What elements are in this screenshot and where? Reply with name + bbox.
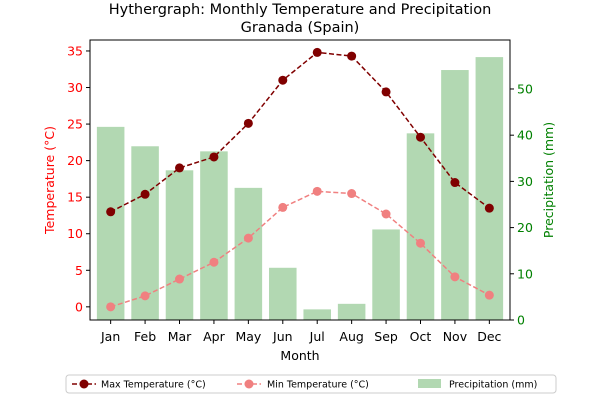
min-temp-point-jan	[106, 302, 116, 312]
precipitation-bars	[96, 57, 504, 321]
left-tick-label: 15	[67, 190, 83, 205]
chart-title-line2: Granada (Spain)	[241, 20, 360, 36]
left-tick-label: 25	[67, 117, 83, 132]
max-temp-point-may	[243, 118, 253, 128]
right-tick-label: 20	[517, 220, 533, 235]
min-temp-point-jun	[278, 202, 288, 212]
legend-precip-label: Precipitation (mm)	[449, 380, 537, 391]
right-tick-label: 10	[517, 266, 533, 281]
left-tick-label: 35	[67, 43, 83, 58]
x-tick-label-jul: Jul	[309, 329, 325, 344]
x-tick-label-jun: Jun	[272, 329, 293, 344]
right-tick-label: 0	[517, 313, 525, 328]
min-temp-point-apr	[209, 257, 219, 267]
min-temp-point-jul	[312, 186, 322, 196]
left-tick-label: 0	[75, 299, 83, 314]
x-tick-label-may: May	[235, 329, 261, 344]
left-axis-label: Temperature (°C)	[42, 126, 57, 235]
x-tick-label-feb: Feb	[134, 329, 156, 344]
min-temp-point-feb	[140, 291, 150, 301]
right-tick-label: 30	[517, 174, 533, 189]
right-axis: 0 10 20 30 40 50	[510, 81, 533, 328]
legend-min-label: Min Temperature (°C)	[267, 380, 369, 391]
min-temp-point-nov	[450, 272, 460, 282]
right-axis-label: Precipitation (mm)	[541, 122, 556, 238]
left-tick-label: 5	[75, 263, 83, 278]
legend-precip-swatch	[418, 379, 441, 388]
precip-bar-dec	[475, 57, 504, 321]
precip-bar-oct	[406, 133, 435, 320]
precip-bar-aug	[337, 303, 366, 320]
max-temp-point-mar	[175, 163, 185, 173]
x-axis: Jan Feb Mar Apr May Jun Jul Aug Sep Oct Nov Dec	[100, 320, 502, 344]
legend-min-marker	[244, 379, 254, 389]
chart-title-line1: Hythergraph: Monthly Temperature and Pre…	[109, 2, 492, 18]
precip-bar-nov	[441, 70, 469, 320]
x-tick-label-dec: Dec	[477, 329, 501, 344]
max-temp-point-jun	[278, 75, 288, 85]
precip-bar-sep	[372, 229, 400, 320]
max-temp-point-apr	[209, 152, 219, 162]
legend: Max Temperature (°C) Min Temperature (°C…	[65, 374, 557, 394]
x-tick-label-aug: Aug	[339, 329, 363, 344]
min-temp-point-aug	[347, 189, 357, 199]
x-tick-label-apr: Apr	[203, 329, 225, 344]
max-temp-point-jul	[312, 47, 322, 57]
x-tick-label-sep: Sep	[374, 329, 398, 344]
precip-bar-jun	[269, 267, 297, 320]
legend-max-marker	[79, 379, 89, 389]
precip-bar-mar	[165, 170, 194, 320]
legend-max-label: Max Temperature (°C)	[101, 380, 206, 391]
min-temp-point-dec	[484, 290, 494, 300]
x-axis-label: Month	[280, 348, 319, 363]
precip-bar-jul	[303, 309, 331, 320]
min-temp-point-oct	[415, 238, 425, 248]
max-temp-point-aug	[347, 51, 357, 61]
max-temp-point-dec	[484, 203, 494, 213]
precip-bar-may	[234, 187, 263, 320]
min-temp-line	[110, 190, 490, 308]
max-temp-point-nov	[450, 178, 460, 188]
right-tick-label: 40	[517, 128, 533, 143]
max-temp-point-feb	[140, 189, 150, 199]
max-temp-line	[110, 51, 490, 213]
min-temp-point-mar	[175, 274, 185, 284]
x-tick-label-jan: Jan	[100, 329, 120, 344]
left-tick-label: 20	[67, 153, 83, 168]
min-temp-point-may	[243, 233, 253, 243]
x-tick-label-mar: Mar	[168, 329, 192, 344]
left-axis: 0 5 10 15 20 25 30 35	[67, 43, 90, 314]
precip-bar-apr	[200, 151, 228, 320]
x-tick-label-oct: Oct	[410, 329, 432, 344]
temperature-lines	[106, 47, 494, 312]
left-tick-label: 10	[67, 226, 83, 241]
min-temp-point-sep	[381, 209, 391, 219]
max-temp-point-oct	[415, 132, 425, 142]
max-temp-point-sep	[381, 87, 391, 97]
max-temp-point-jan	[106, 207, 116, 217]
plot-frame	[89, 39, 511, 321]
precip-bar-jan	[96, 126, 125, 320]
right-tick-label: 50	[517, 81, 533, 96]
x-tick-label-nov: Nov	[443, 329, 468, 344]
left-tick-label: 30	[67, 80, 83, 95]
